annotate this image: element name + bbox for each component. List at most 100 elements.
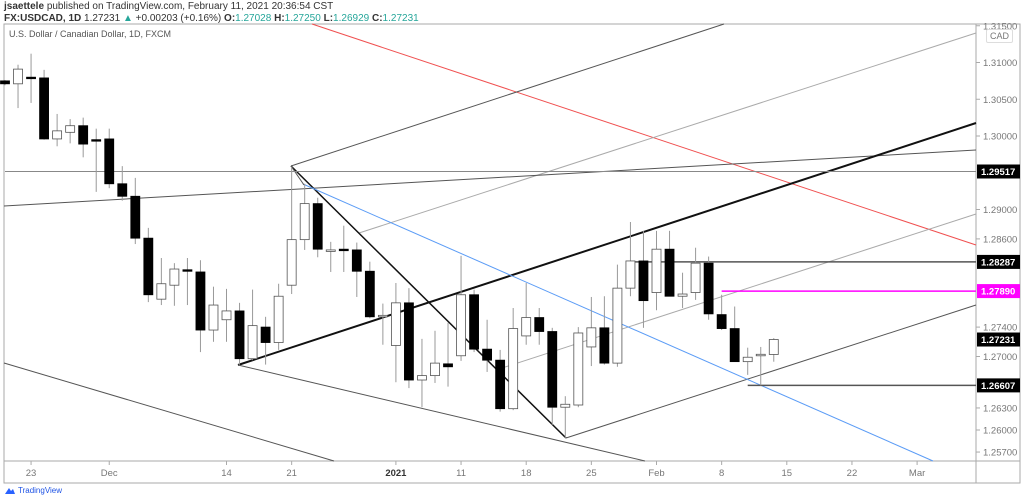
flat-trendline[interactable] (3, 149, 977, 207)
candle (377, 303, 388, 345)
candle-body-up (742, 356, 753, 363)
candle-body-up (677, 293, 688, 297)
candle-body-up (612, 287, 623, 364)
lower-parallel-line[interactable] (565, 304, 977, 439)
y-tick-label: 1.31500 (983, 21, 1017, 32)
candle-body-up (586, 327, 597, 348)
candle (625, 221, 636, 297)
candle (312, 197, 323, 258)
brand-name: TradingView (18, 486, 63, 495)
candle-body-up (508, 328, 519, 410)
x-tick-label: Feb (648, 468, 664, 479)
candle (456, 255, 466, 361)
candles (0, 53, 779, 439)
red-trendline[interactable] (311, 23, 977, 246)
price-levels[interactable] (5, 171, 976, 387)
candle-body-down (0, 80, 10, 85)
time-axis[interactable]: 23 Dec 14 21 2021 11 18 25 Feb 8 15 22 Mar (26, 461, 926, 479)
pitchfork-upper-median-line[interactable] (358, 32, 977, 234)
x-tick-label: Mar (909, 468, 925, 479)
candle-body-up (417, 375, 427, 381)
pitchfork-upper-line[interactable] (290, 23, 725, 167)
candle-body-down (547, 331, 558, 408)
candle (534, 307, 545, 345)
candle-body-up (299, 203, 310, 241)
median-line[interactable] (237, 122, 977, 366)
price-label-bg (977, 164, 1020, 179)
candle (195, 260, 206, 353)
candle (260, 316, 271, 365)
candle (404, 288, 414, 389)
candle (755, 346, 766, 386)
lower-left-parallel-line[interactable] (3, 362, 335, 462)
candle-body-down (91, 139, 102, 142)
candle (482, 319, 493, 372)
candle-body-down (130, 195, 141, 239)
chart-legend: U.S. Dollar / Canadian Dollar, 1D, FXCM (9, 29, 172, 39)
candle-body-down (104, 138, 115, 185)
y-tick-label: 1.30000 (983, 132, 1017, 143)
candle-body-down (703, 262, 714, 315)
candle (364, 261, 375, 319)
tradingview-logo[interactable]: TradingView (4, 486, 62, 495)
candle (521, 283, 532, 345)
published-text: published on TradingView.com, February 1… (46, 1, 334, 12)
candle (495, 349, 506, 412)
publish-info: jsaettele published on TradingView.com, … (4, 1, 333, 12)
chart-border (3, 23, 1021, 484)
x-tick-label: 15 (782, 468, 793, 479)
candle-body-down (469, 294, 479, 350)
candle-body-up (390, 302, 401, 346)
candle (742, 347, 753, 375)
y-tick-label: 1.29000 (983, 205, 1017, 216)
pitchfork-handle-line[interactable] (290, 165, 567, 439)
open-label: O: (224, 13, 236, 24)
author-name[interactable]: jsaettele (4, 1, 45, 12)
candle (234, 302, 245, 365)
candle (247, 289, 258, 361)
candle-body-up (456, 294, 466, 357)
candle-body-down (26, 76, 36, 80)
pitchfork-lower-line[interactable] (237, 364, 646, 462)
candle (325, 241, 336, 272)
price-label-bg (977, 332, 1020, 347)
candle (664, 230, 675, 297)
candle-body-up (221, 310, 232, 321)
candle-body-up (768, 339, 779, 355)
candle (182, 258, 193, 306)
candle (130, 177, 141, 245)
candle (690, 247, 701, 300)
x-tick-label: 18 (521, 468, 532, 479)
candle (599, 296, 610, 365)
x-tick-label: Dec (101, 468, 118, 479)
y-tick-label: 1.26000 (983, 426, 1017, 437)
candle-body-down (182, 269, 193, 272)
candle (286, 166, 297, 295)
candle (716, 294, 727, 331)
candle-body-down (260, 326, 271, 343)
candle-body-down (78, 125, 89, 145)
symbol-info: FX:USDCAD, 1D 1.27231 ▲ +0.00203 (+0.16%… (4, 13, 419, 24)
price-axis[interactable]: 1.31500 1.31000 1.30500 1.30000 1.29000 1.286… (976, 21, 1017, 459)
y-tick-label: 1.30500 (983, 95, 1017, 106)
candle (508, 307, 519, 411)
candle (703, 256, 714, 320)
close-value: 1.27231 (382, 13, 419, 24)
candle (469, 289, 479, 353)
candle-body-up (273, 295, 284, 343)
candle (651, 230, 662, 311)
x-tick-label: 21 (286, 468, 297, 479)
candle (638, 230, 649, 328)
candle (143, 227, 154, 303)
candle-body-down (195, 271, 206, 331)
candle-body-up (573, 332, 584, 406)
candle-body-down (495, 359, 506, 410)
x-tick-label: 14 (221, 468, 232, 479)
y-tick-label: 1.27000 (983, 352, 1017, 363)
drawings[interactable] (3, 23, 977, 462)
close-label: C: (371, 13, 383, 24)
currency-label[interactable]: CAD (986, 29, 1014, 43)
pitchfork-anchor-line[interactable] (290, 165, 305, 186)
candle (13, 64, 23, 109)
